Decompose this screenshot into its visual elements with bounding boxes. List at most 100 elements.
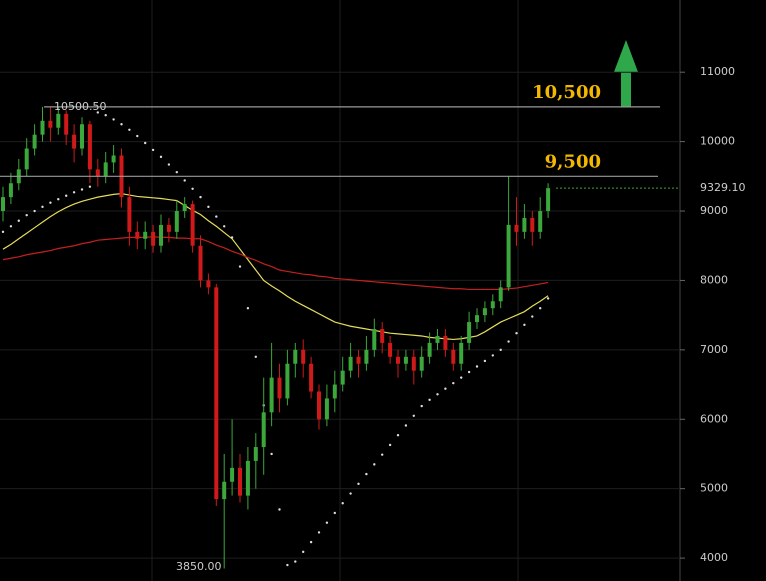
candle-body (269, 377, 274, 413)
candle-body (309, 363, 314, 392)
sar-dot (128, 128, 131, 132)
candle-body (151, 231, 156, 246)
y-tick-label: 7000 (700, 343, 728, 356)
candle-body (174, 211, 179, 232)
up-arrow (614, 40, 638, 107)
y-tick-label: 4000 (700, 551, 728, 564)
sar-dot (388, 443, 392, 447)
sar-dot (357, 482, 360, 486)
sar-dot (278, 508, 281, 511)
candle-body (182, 204, 187, 212)
y-tick-label: 5000 (700, 482, 728, 495)
sar-dot (444, 387, 447, 390)
sar-dot (412, 414, 415, 417)
candle-body (514, 224, 519, 232)
candle-body (443, 335, 448, 350)
high-label: 10500.50 (54, 100, 107, 113)
candle-body (522, 217, 527, 232)
sar-dot (309, 540, 313, 544)
sar-dot (96, 111, 100, 114)
sar-dot (507, 340, 510, 343)
sar-dot (523, 323, 526, 327)
last-price-label: 9329.10 (700, 181, 746, 194)
y-tick-label: 10000 (700, 135, 735, 148)
candle-body (238, 467, 242, 496)
sar-dot (207, 205, 210, 209)
sar-dot (112, 118, 115, 121)
candle-body (253, 447, 258, 461)
candle-body (364, 349, 369, 364)
sar-dot (246, 307, 250, 310)
sar-dot (546, 297, 550, 300)
level-label: 9,500 (545, 151, 601, 172)
sar-dot (302, 550, 305, 554)
candle-body (451, 349, 456, 364)
sar-dot (25, 213, 28, 217)
candle-body (293, 349, 298, 364)
sar-dot (65, 194, 68, 197)
plot (0, 106, 680, 569)
candle-body (87, 124, 92, 170)
sar-dot (396, 434, 400, 437)
sar-dot (41, 205, 44, 209)
candle-body (324, 398, 329, 420)
y-tick-label: 11000 (700, 65, 735, 78)
candle-body (48, 120, 53, 128)
sar-dot (191, 187, 194, 191)
sar-dot (539, 307, 542, 310)
candle-body (435, 335, 440, 343)
candle-body (1, 197, 5, 212)
candle-body (332, 384, 337, 399)
sar-dot (1, 230, 5, 234)
sar-dot (531, 315, 534, 318)
candle-body (56, 113, 61, 128)
candle-body (356, 356, 361, 364)
sar-dot (183, 179, 186, 182)
candle-body (396, 356, 400, 364)
sar-dot (159, 155, 163, 159)
candle-body (301, 349, 306, 364)
sar-dot (317, 531, 321, 534)
sar-dot (175, 170, 178, 174)
candle-body (8, 183, 13, 198)
candle-body (340, 370, 345, 385)
sar-dot (404, 424, 408, 427)
sar-dot (491, 354, 494, 357)
labels: 4000 5000 6000 7000 8000 9000 10000 11000 10,500… (54, 65, 746, 573)
sar-dot (72, 191, 76, 194)
candle-body (261, 412, 266, 448)
candle-body (498, 287, 503, 302)
sar-dot (270, 452, 273, 456)
candle-body (159, 224, 163, 246)
sar-dot (57, 198, 60, 201)
candle-body (214, 287, 219, 500)
candle-body (127, 197, 132, 232)
candle-body (538, 211, 543, 232)
candle-body (388, 342, 393, 357)
candle-body (222, 481, 227, 500)
sar-dot (120, 123, 123, 126)
sar-dot (286, 563, 289, 567)
sar-dot (333, 511, 336, 515)
candle-body (467, 322, 472, 343)
sar-dot (223, 225, 226, 228)
sar-dot (88, 185, 92, 188)
sar-dot (475, 365, 479, 368)
candle-body (317, 391, 321, 420)
sar-dot (349, 492, 352, 495)
sar-dot (33, 209, 36, 213)
candle-body (166, 224, 171, 232)
candle-body (103, 162, 108, 177)
candle-body (372, 329, 377, 350)
sar-dot (499, 348, 502, 352)
candle-body (490, 301, 495, 309)
sar-dot (49, 201, 52, 204)
sar-dot (325, 521, 329, 524)
candle-body (206, 280, 211, 288)
sar-dot (420, 404, 423, 408)
candle-body (40, 120, 45, 135)
candle-body (475, 315, 479, 323)
grid (0, 71, 685, 559)
